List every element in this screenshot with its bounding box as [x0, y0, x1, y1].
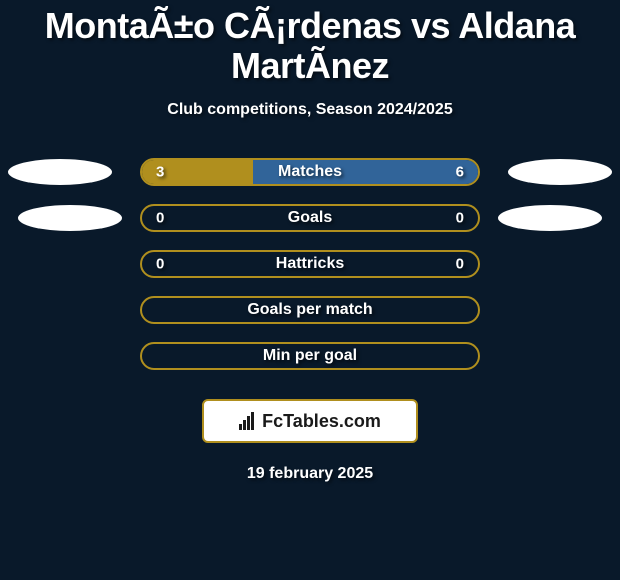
- stat-label: Goals per match: [247, 301, 372, 319]
- stat-label: Min per goal: [263, 347, 357, 365]
- stat-row: Min per goal: [0, 333, 620, 379]
- player-right-marker: [498, 205, 602, 231]
- stat-row: Hattricks 0 0: [0, 241, 620, 287]
- stat-value-right: 0: [456, 256, 464, 273]
- stat-value-left: 0: [156, 210, 164, 227]
- page-title: MontaÃ±o CÃ¡rdenas vs Aldana MartÃ­nez: [0, 2, 620, 87]
- stat-bar: Goals 0 0: [140, 204, 480, 232]
- player-left-marker: [8, 159, 112, 185]
- stat-value-right: 6: [456, 164, 464, 181]
- stat-bar: Goals per match: [140, 296, 480, 324]
- stat-row: Goals 0 0: [0, 195, 620, 241]
- stat-value-left: 0: [156, 256, 164, 273]
- stat-label: Goals: [288, 209, 332, 227]
- comparison-widget: MontaÃ±o CÃ¡rdenas vs Aldana MartÃ­nez C…: [0, 0, 620, 483]
- stat-row: Matches 3 6: [0, 149, 620, 195]
- stat-value-right: 0: [456, 210, 464, 227]
- stat-bar: Matches 3 6: [140, 158, 480, 186]
- player-right-marker: [508, 159, 612, 185]
- stat-bar: Hattricks 0 0: [140, 250, 480, 278]
- player-left-marker: [18, 205, 122, 231]
- stat-row: Goals per match: [0, 287, 620, 333]
- date-label: 19 february 2025: [0, 465, 620, 483]
- attribution-icon: [239, 412, 254, 430]
- stat-label: Hattricks: [276, 255, 344, 273]
- attribution-badge[interactable]: FcTables.com: [202, 399, 418, 443]
- subtitle: Club competitions, Season 2024/2025: [0, 101, 620, 119]
- attribution-text: FcTables.com: [262, 411, 381, 432]
- stat-value-left: 3: [156, 164, 164, 181]
- stat-bar: Min per goal: [140, 342, 480, 370]
- stats-block: Matches 3 6 Goals 0 0 Hattricks 0 0 Goals per mat…: [0, 149, 620, 379]
- stat-label: Matches: [278, 163, 342, 181]
